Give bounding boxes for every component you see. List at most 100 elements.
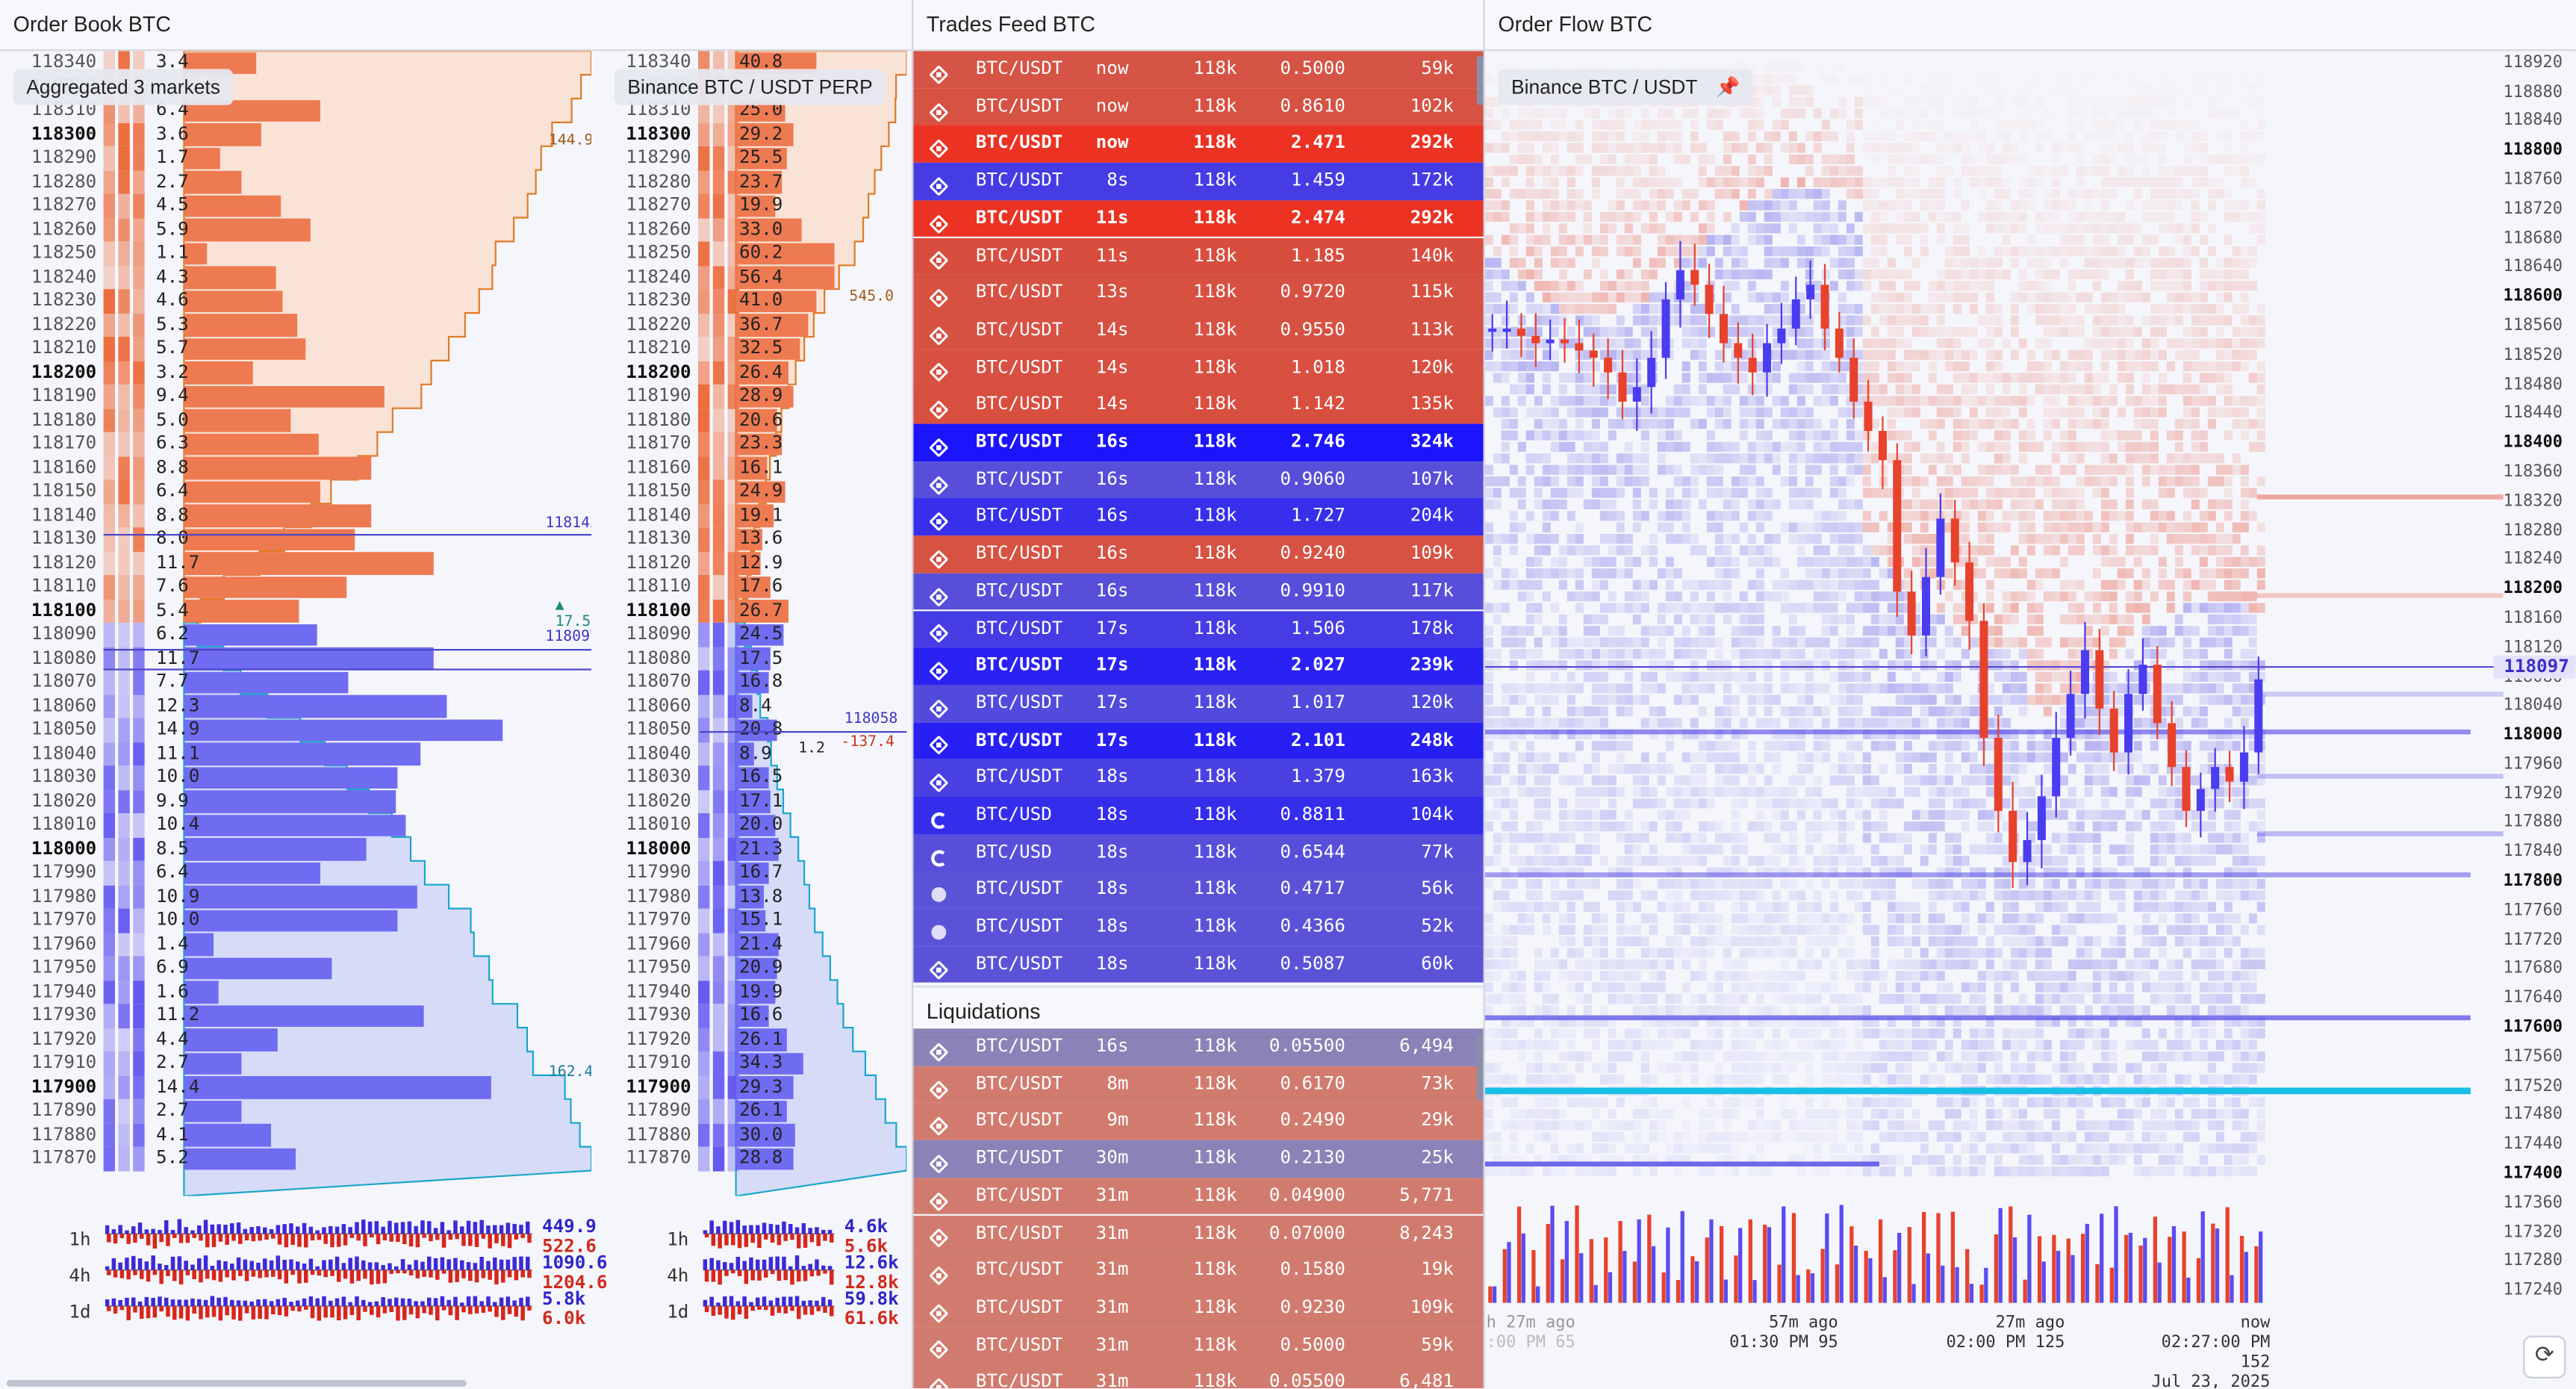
orderbook-row[interactable]: 118280 23.7 [594, 170, 906, 194]
orderbook-row[interactable]: 118060 8.4 [594, 694, 906, 718]
orderbook-row[interactable]: 118110 17.6 [594, 575, 906, 599]
liquidations-scrollbar[interactable] [1476, 1035, 1484, 1101]
order-book-aggregated[interactable]: 1183403.41183201183106.41183003.61182901… [0, 51, 591, 1196]
orderbook-row[interactable]: 117930 11.2 [0, 1004, 591, 1028]
liquidation-row[interactable]: BTC/USDT 31m 118k 0.9230 109k [913, 1289, 1484, 1327]
orderbook-row[interactable]: 118020 17.1 [594, 789, 906, 813]
orderbook-row[interactable]: 118040 8.9 [594, 742, 906, 766]
liquidation-row[interactable]: BTC/USDT 16s 118k 0.05500 6,494 [913, 1028, 1484, 1066]
orderbook-row[interactable]: 118170 6.3 [0, 432, 591, 456]
orderbook-row[interactable]: 118080 17.5 [594, 646, 906, 671]
orderbook-row[interactable]: 118110 7.6 [0, 575, 591, 599]
trade-row[interactable]: BTC/USDT 18s 118k 0.4717 56k [913, 871, 1484, 909]
liquidation-row[interactable]: BTC/USDT 30m 118k 0.2130 25k [913, 1140, 1484, 1178]
orderbook-row[interactable]: 117870 28.8 [594, 1146, 906, 1171]
orderbook-row[interactable]: 117910 34.3 [594, 1051, 906, 1075]
orderbook-row[interactable]: 117940 19.9 [594, 980, 906, 1004]
orderbook-row[interactable]: 118300 3.6 [0, 122, 591, 146]
liquidations-list[interactable]: BTC/USDT 16s 118k 0.05500 6,494 BTC/USDT 8m 118… [913, 1028, 1484, 1388]
trade-row[interactable]: BTC/USDT 11s 118k 1.185 140k [913, 237, 1484, 275]
orderbook-row[interactable]: 117910 2.7 [0, 1051, 591, 1075]
orderbook-row[interactable]: 117970 10.0 [0, 908, 591, 933]
orderbook-row[interactable]: 117970 15.1 [594, 908, 906, 933]
orderbook-row[interactable]: 118000 8.5 [0, 836, 591, 861]
trade-row[interactable]: BTC/USDT 17s 118k 1.017 120k [913, 685, 1484, 723]
refresh-icon[interactable]: ⟳ [2523, 1335, 2566, 1379]
orderbook-row[interactable]: 118010 20.0 [594, 813, 906, 837]
orderbook-row[interactable]: 117950 6.9 [0, 956, 591, 981]
orderbook-row[interactable]: 118120 12.9 [594, 551, 906, 575]
orderbook-row[interactable]: 118160 16.1 [594, 456, 906, 480]
trade-row[interactable]: BTC/USDT 14s 118k 1.142 135k [913, 386, 1484, 424]
orderbook-row[interactable]: 118270 19.9 [594, 193, 906, 218]
pin-icon[interactable]: 📌 [1715, 75, 1740, 99]
orderbook-row[interactable]: 118230 4.6 [0, 289, 591, 314]
orderbook-row[interactable]: 118340 3.4 [0, 51, 591, 75]
orderbook-row[interactable]: 118250 60.2 [594, 241, 906, 266]
trade-row[interactable]: BTC/USDT 17s 118k 2.027 239k [913, 647, 1484, 686]
trade-row[interactable]: BTC/USDT 18s 118k 0.5087 60k [913, 945, 1484, 984]
trade-row[interactable]: BTC/USDT 16s 118k 2.746 324k [913, 423, 1484, 462]
horizontal-scrollbar[interactable] [6, 1380, 467, 1387]
orderbook-row[interactable]: 118190 28.9 [594, 384, 906, 408]
orderbook-row[interactable]: 118130 8.0 [0, 527, 591, 552]
orderbook-row[interactable]: 117960 1.4 [0, 932, 591, 957]
trade-row[interactable]: BTC/USDT 16s 118k 1.727 204k [913, 498, 1484, 536]
orderbook-row[interactable]: 118240 56.4 [594, 265, 906, 290]
trade-row[interactable]: BTC/USDT 14s 118k 0.9550 113k [913, 311, 1484, 349]
trade-row[interactable]: BTC/USDT 16s 118k 0.9060 107k [913, 461, 1484, 499]
trade-row[interactable]: BTC/USDT 13s 118k 0.9720 115k [913, 274, 1484, 312]
orderbook-row[interactable]: 118250 1.1 [0, 241, 591, 266]
orderbook-row[interactable]: 118130 13.6 [594, 527, 906, 552]
orderbook-row[interactable]: 118210 5.7 [0, 337, 591, 361]
orderbook-row[interactable]: 117900 14.4 [0, 1075, 591, 1099]
trade-row[interactable]: BTC/USD 18s 118k 0.6544 77k [913, 833, 1484, 871]
orderbook-row[interactable]: 118030 16.5 [594, 765, 906, 790]
orderbook-row[interactable]: 118170 23.3 [594, 432, 906, 456]
orderbook-row[interactable]: 118020 9.9 [0, 789, 591, 813]
orderbook-row[interactable]: 117880 4.1 [0, 1122, 591, 1147]
orderbook-row[interactable]: 118150 24.9 [594, 479, 906, 504]
orderbook-row[interactable]: 118000 21.3 [594, 836, 906, 861]
liquidation-row[interactable]: BTC/USDT 31m 118k 0.5000 59k [913, 1326, 1484, 1364]
trades-scrollbar[interactable] [1476, 55, 1484, 105]
liquidation-row[interactable]: BTC/USDT 8m 118k 0.6170 73k [913, 1066, 1484, 1104]
orderbook-row[interactable]: 118290 1.7 [0, 146, 591, 170]
orderbook-row[interactable]: 117940 1.6 [0, 980, 591, 1004]
trade-row[interactable]: BTC/USDT 18s 118k 1.379 163k [913, 759, 1484, 797]
orderbook-row[interactable]: 118030 10.0 [0, 765, 591, 790]
trade-row[interactable]: BTC/USDT 11s 118k 2.474 292k [913, 199, 1484, 237]
orderbook-row[interactable]: 118280 2.7 [0, 170, 591, 194]
trade-row[interactable]: BTC/USDT 14s 118k 1.018 120k [913, 349, 1484, 387]
orderbook-row[interactable]: 118340 40.8 [594, 51, 906, 75]
orderbook-row[interactable]: 117890 2.7 [0, 1099, 591, 1123]
order-flow-heatmap[interactable] [1484, 51, 2504, 1308]
orderbook-row[interactable]: 118140 8.8 [0, 503, 591, 528]
orderbook-row[interactable]: 117900 29.3 [594, 1075, 906, 1099]
orderbook-row[interactable]: 117950 20.9 [594, 956, 906, 981]
orderbook-row[interactable]: 118150 6.4 [0, 479, 591, 504]
orderbook-row[interactable]: 117870 5.2 [0, 1146, 591, 1171]
liquidation-row[interactable]: BTC/USDT 9m 118k 0.2490 29k [913, 1103, 1484, 1140]
orderbook-row[interactable]: 117990 6.4 [0, 860, 591, 885]
orderbook-row[interactable]: 118060 12.3 [0, 694, 591, 718]
orderbook-row[interactable]: 118100 26.7 [594, 598, 906, 623]
orderbook-row[interactable]: 117920 26.1 [594, 1028, 906, 1051]
orderbook-row[interactable]: 118200 26.4 [594, 360, 906, 385]
trade-row[interactable]: BTC/USDT now 118k 2.471 292k [913, 125, 1484, 163]
trade-row[interactable]: BTC/USDT 16s 118k 0.9910 117k [913, 573, 1484, 611]
order-flow-market-badge[interactable]: Binance BTC / USDT 📌 [1498, 69, 1754, 105]
orderbook-row[interactable]: 118090 24.5 [594, 622, 906, 647]
liquidation-row[interactable]: BTC/USDT 31m 118k 0.1580 19k [913, 1252, 1484, 1290]
orderbook-row[interactable]: 118070 16.8 [594, 670, 906, 694]
trade-row[interactable]: BTC/USDT now 118k 0.5000 59k [913, 51, 1484, 89]
order-book-binance[interactable]: 11834040.811832011831025.011830029.21182… [594, 51, 907, 1196]
orderbook-row[interactable]: 118220 36.7 [594, 313, 906, 337]
orderbook-row[interactable]: 118200 3.2 [0, 360, 591, 385]
orderbook-row[interactable]: 117920 4.4 [0, 1028, 591, 1051]
orderbook-row[interactable]: 118100 5.4 [0, 598, 591, 623]
orderbook-row[interactable]: 118080 11.7 [0, 646, 591, 671]
orderbook-row[interactable]: 118260 33.0 [594, 217, 906, 242]
liquidation-row[interactable]: BTC/USDT 31m 118k 0.07000 8,243 [913, 1214, 1484, 1252]
